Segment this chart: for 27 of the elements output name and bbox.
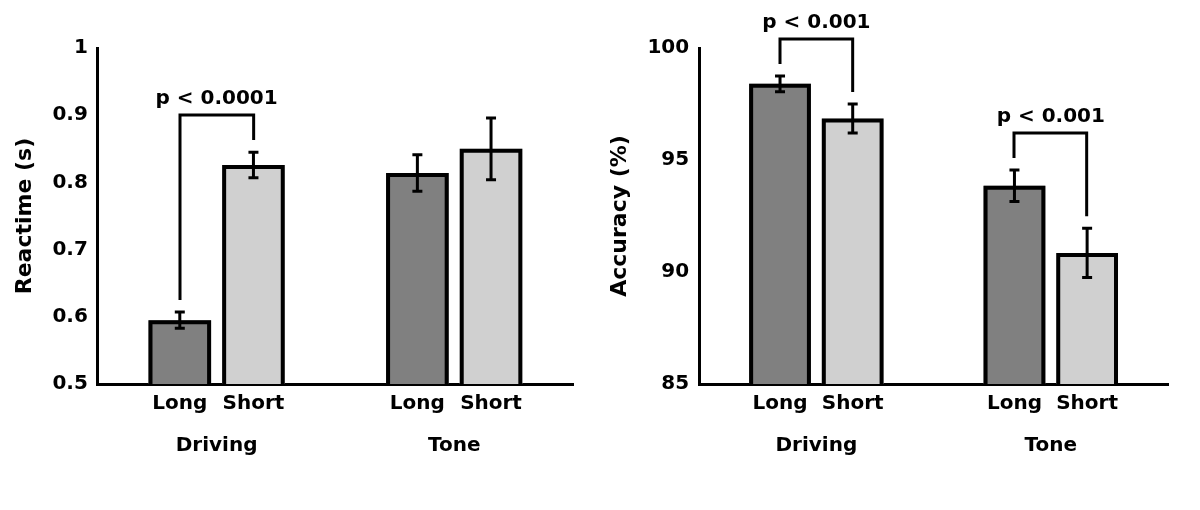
y-tick-label: 85 [661,370,690,395]
text: Short [1056,390,1119,415]
annotation: p < 0.0001 [155,85,278,110]
text: Short [460,390,522,415]
series-label: Long [986,390,1042,415]
y-tick-label: 0.9 [52,101,88,126]
text: Long [152,390,208,415]
y-tick-label: 0.6 [52,303,88,327]
y-tick-label: 0.7 [52,235,88,260]
y-tick-label: 95 [661,146,690,171]
y-tick-label: 0.5 [52,370,88,395]
y-axis-title: Reactime (s) [10,137,36,295]
y-tick-label: 100 [647,34,690,59]
text: Long [752,390,808,415]
series-label: Long [389,390,445,415]
x-tick-label: Tone [1024,432,1078,457]
y-axis-title: Accuracy (%) [605,135,631,297]
annotation: p < 0.001 [996,103,1105,128]
text: p < 0.001 [762,9,871,34]
x-tick-label: Driving [775,432,858,457]
y-tick-label: 0.8 [52,168,88,193]
y-tick-label: 1 [73,34,88,59]
series-label: Short [821,390,885,415]
series-label: Short [222,390,285,415]
x-tick-label: Tone [427,432,481,457]
x-tick-label: Driving [175,432,258,457]
y-tick-label: 90 [661,258,690,283]
